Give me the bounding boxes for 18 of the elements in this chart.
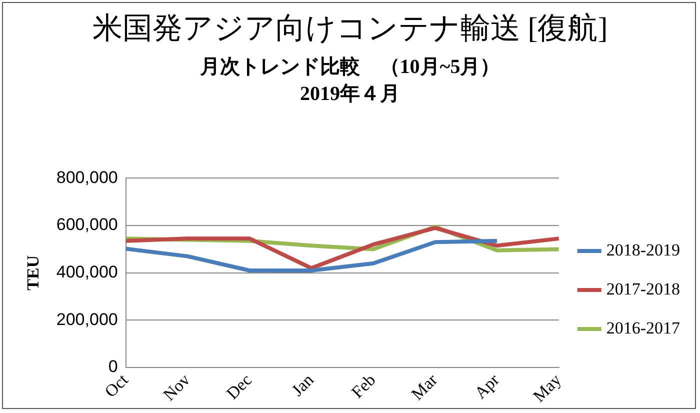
y-tick-label: 0 bbox=[108, 357, 118, 376]
legend-label: 2017-2018 bbox=[606, 279, 680, 298]
y-tick-label: 400,000 bbox=[56, 262, 118, 282]
x-tick-label: Dec bbox=[222, 370, 256, 404]
x-tick-label: Apr bbox=[470, 370, 504, 402]
y-tick-label: 200,000 bbox=[56, 310, 118, 329]
x-tick-label: Jan bbox=[288, 370, 318, 400]
x-tick-label: Nov bbox=[160, 370, 194, 404]
chart-title: 米国発アジア向けコンテナ輸送 [復航] bbox=[91, 11, 609, 47]
y-tick-label: 600,000 bbox=[56, 215, 118, 234]
legend-label: 2016-2017 bbox=[606, 318, 680, 338]
legend-label: 2018-2019 bbox=[606, 240, 680, 260]
chart-subtitle: 月次トレンド比較 （10月~5月） 2019年４月 bbox=[198, 55, 502, 107]
x-tick-label: May bbox=[529, 370, 566, 406]
y-tick-label: 800,000 bbox=[56, 168, 118, 187]
y-axis-title: TEU bbox=[24, 255, 43, 290]
x-tick-label: Mar bbox=[408, 370, 442, 404]
x-tick-label: Feb bbox=[348, 370, 380, 402]
